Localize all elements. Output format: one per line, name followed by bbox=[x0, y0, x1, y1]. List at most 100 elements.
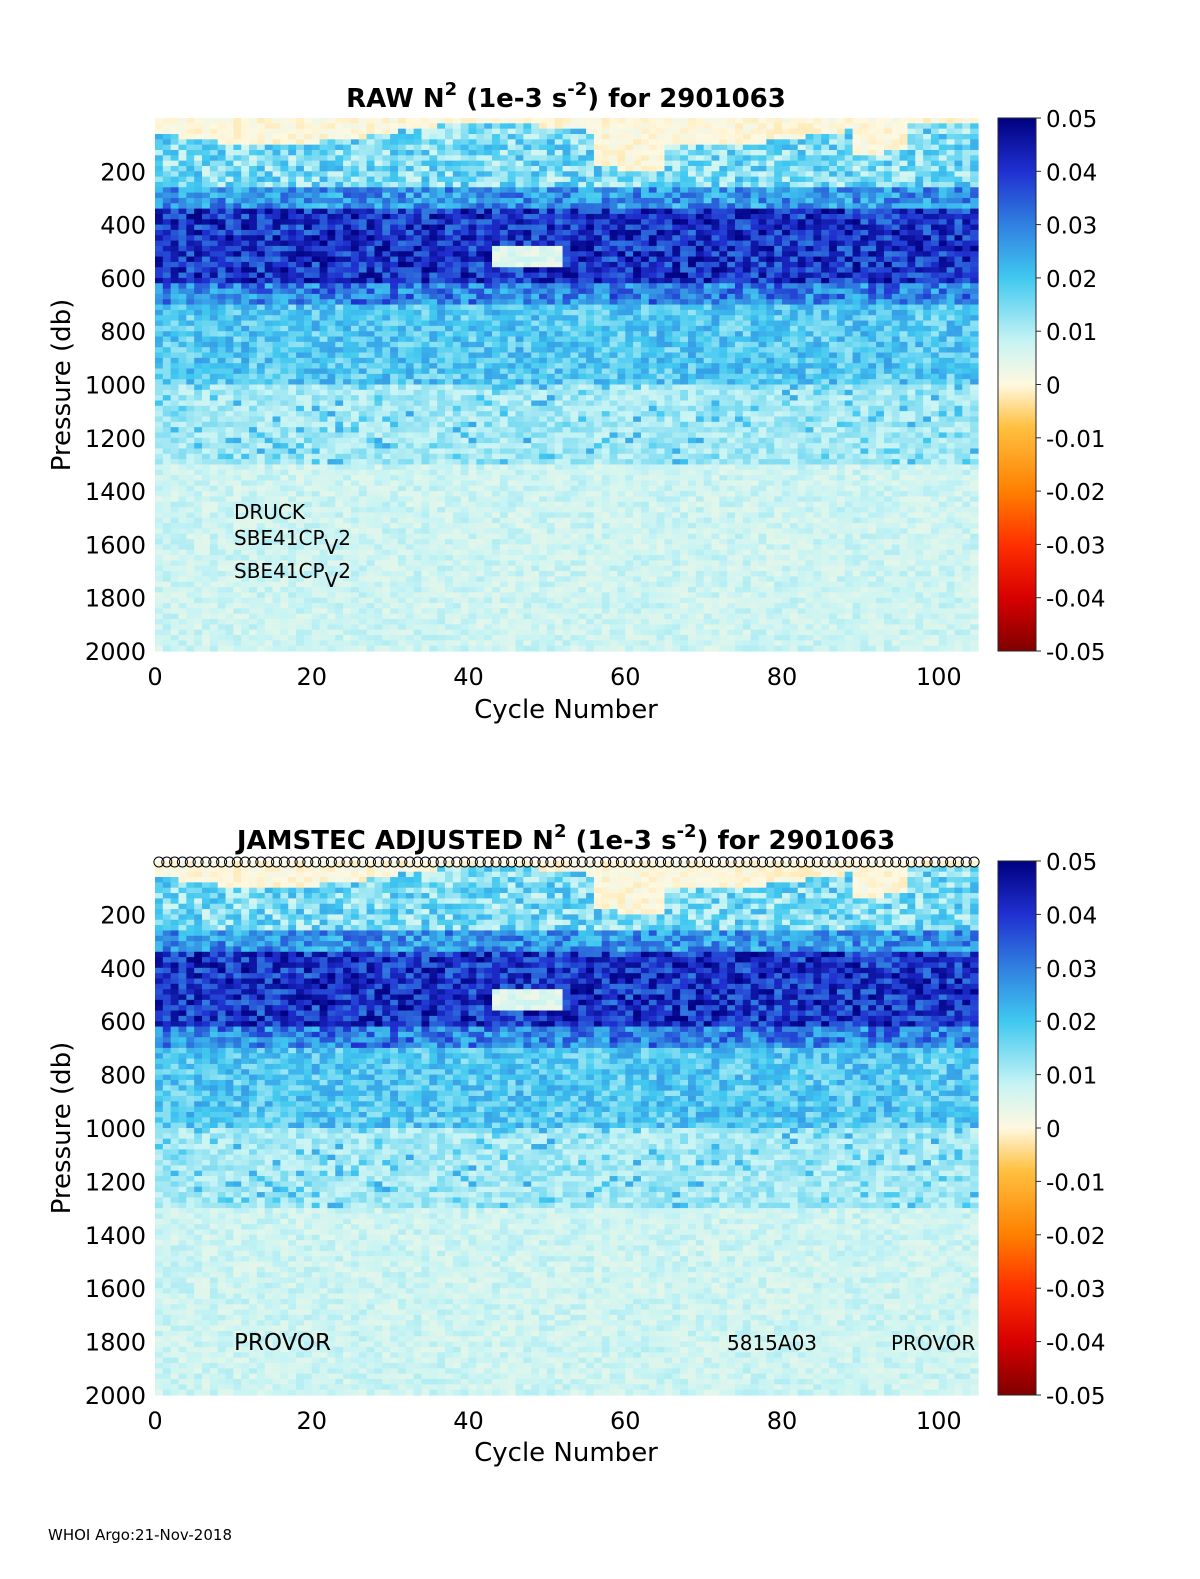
heatmap-cell bbox=[397, 565, 407, 572]
heatmap-cell bbox=[397, 165, 407, 172]
heatmap-cell bbox=[350, 165, 360, 172]
heatmap-cell bbox=[405, 491, 415, 498]
heatmap-cell bbox=[170, 261, 180, 268]
heatmap-cell bbox=[327, 363, 336, 370]
heatmap-cell bbox=[499, 389, 509, 396]
heatmap-cell bbox=[429, 459, 438, 466]
heatmap-cell bbox=[460, 533, 470, 540]
heatmap-cell bbox=[170, 256, 180, 263]
heatmap-cell bbox=[327, 123, 336, 130]
heatmap-cell bbox=[350, 256, 360, 263]
heatmap-cell bbox=[366, 347, 376, 354]
heatmap-cell bbox=[272, 629, 282, 636]
heatmap-cell bbox=[303, 229, 313, 236]
heatmap-cell bbox=[319, 528, 329, 535]
heatmap-cell bbox=[476, 453, 485, 460]
heatmap-cell bbox=[405, 304, 415, 311]
heatmap-cell bbox=[499, 187, 509, 194]
heatmap-cell bbox=[249, 421, 258, 428]
heatmap-cell bbox=[492, 352, 501, 359]
heatmap-cell bbox=[225, 459, 234, 466]
heatmap-cell bbox=[311, 368, 321, 375]
heatmap-cell bbox=[343, 288, 352, 295]
heatmap-cell bbox=[350, 480, 360, 487]
heatmap-cell bbox=[499, 421, 509, 428]
heatmap-cell bbox=[390, 197, 399, 204]
heatmap-cell bbox=[437, 277, 446, 284]
heatmap-cell bbox=[515, 240, 524, 247]
heatmap-cell bbox=[280, 427, 289, 434]
heatmap-cell bbox=[452, 405, 462, 412]
heatmap-cell bbox=[303, 517, 313, 524]
heatmap-cell bbox=[288, 411, 297, 418]
heatmap-cell bbox=[499, 118, 509, 124]
heatmap-cell bbox=[429, 219, 438, 226]
heatmap-cell bbox=[421, 485, 430, 492]
heatmap-cell bbox=[390, 192, 399, 199]
heatmap-cell bbox=[382, 528, 391, 535]
heatmap-cell bbox=[170, 224, 180, 231]
heatmap-cell bbox=[209, 432, 219, 439]
heatmap-cell bbox=[507, 421, 517, 428]
heatmap-cell bbox=[539, 219, 548, 226]
heatmap-cell bbox=[405, 576, 415, 583]
heatmap-cell bbox=[484, 171, 493, 178]
heatmap-cell bbox=[202, 320, 211, 327]
heatmap-cell bbox=[288, 581, 297, 588]
heatmap-cell bbox=[492, 373, 501, 380]
heatmap-cell bbox=[296, 261, 305, 268]
heatmap-cell bbox=[382, 187, 391, 194]
heatmap-cell bbox=[225, 496, 234, 503]
heatmap-cell bbox=[492, 597, 501, 604]
heatmap-cell bbox=[460, 539, 470, 545]
heatmap-cell bbox=[397, 459, 407, 466]
heatmap-cell bbox=[374, 549, 383, 556]
heatmap-cell bbox=[209, 549, 219, 556]
heatmap-cell bbox=[358, 203, 368, 210]
heatmap-cell bbox=[264, 293, 274, 300]
heatmap-cell bbox=[460, 363, 470, 370]
heatmap-cell bbox=[350, 485, 360, 492]
heatmap-cell bbox=[319, 288, 329, 295]
heatmap-cell bbox=[202, 597, 211, 604]
heatmap-cell bbox=[484, 165, 493, 172]
heatmap-cell bbox=[397, 384, 407, 391]
heatmap-cell bbox=[319, 624, 329, 631]
heatmap-cell bbox=[249, 229, 258, 236]
heatmap-cell bbox=[397, 245, 407, 252]
heatmap-cell bbox=[162, 619, 172, 625]
heatmap-cell bbox=[539, 256, 548, 263]
heatmap-cell bbox=[468, 587, 477, 593]
heatmap-cell bbox=[155, 283, 164, 290]
heatmap-cell bbox=[241, 485, 250, 492]
heatmap-cell bbox=[390, 144, 399, 151]
heatmap-cell bbox=[194, 539, 203, 545]
heatmap-cell bbox=[374, 608, 383, 615]
heatmap-cell bbox=[178, 118, 187, 124]
heatmap-cell bbox=[335, 224, 344, 231]
heatmap-cell bbox=[256, 192, 266, 199]
heatmap-cell bbox=[256, 293, 266, 300]
heatmap-cell bbox=[178, 624, 187, 631]
heatmap-cell bbox=[460, 405, 470, 412]
heatmap-cell bbox=[437, 171, 446, 178]
heatmap-cell bbox=[319, 645, 329, 652]
heatmap-cell bbox=[209, 256, 219, 263]
heatmap-cell bbox=[202, 123, 211, 130]
heatmap-cell bbox=[178, 528, 187, 535]
heatmap-cell bbox=[476, 325, 485, 332]
heatmap-cell bbox=[476, 411, 485, 418]
heatmap-cell bbox=[523, 496, 532, 503]
heatmap-cell bbox=[202, 379, 211, 386]
heatmap-cell bbox=[264, 171, 274, 178]
heatmap-cell bbox=[429, 379, 438, 386]
heatmap-cell bbox=[194, 384, 203, 391]
heatmap-cell bbox=[429, 549, 438, 556]
heatmap-cell bbox=[452, 187, 462, 194]
heatmap-cell bbox=[217, 197, 227, 204]
heatmap-cell bbox=[343, 325, 352, 332]
heatmap-cell bbox=[539, 155, 548, 162]
heatmap-cell bbox=[178, 421, 187, 428]
heatmap-cell bbox=[350, 149, 360, 156]
heatmap-cell bbox=[507, 613, 517, 620]
